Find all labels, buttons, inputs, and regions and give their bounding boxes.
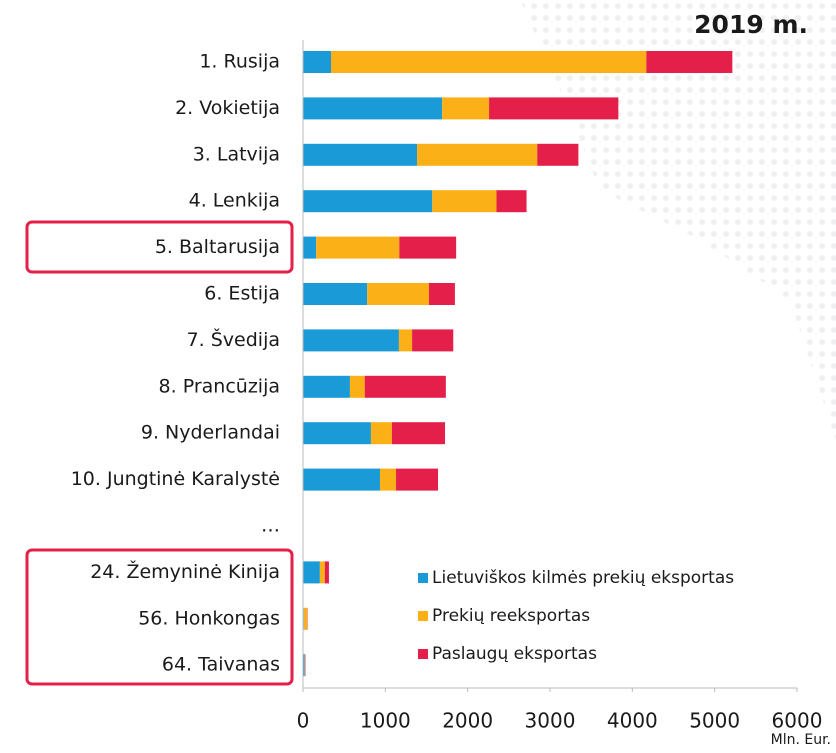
bar-segment [303,468,380,491]
bar-segment [303,143,418,166]
x-tick-label: 2000 [442,709,493,733]
bar-segment [432,190,497,213]
x-tick-label: 5000 [689,709,740,733]
bar-segment [303,561,320,584]
bar-segment [399,236,457,259]
legend-swatch [418,573,428,583]
y-tick-label: 64. Taivanas [162,654,280,676]
y-tick-label: 56. Honkongas [138,607,280,629]
x-tick-label: 1000 [360,709,411,733]
y-tick-label: 7. Švedija [187,327,280,351]
bar-segment [303,375,350,398]
bar-segment [412,329,454,352]
legend-swatch [418,649,428,659]
bar-segment [646,51,733,73]
bar-segment [349,375,365,398]
bar-segment [364,375,446,398]
y-tick-label: 6. Estija [204,283,280,305]
bar-segment [379,468,397,491]
bar-segment [303,607,308,630]
bar-segment [303,51,331,73]
bar-segment [496,190,527,213]
legend-swatch [418,611,428,621]
bar-segment [303,422,371,445]
bar-segment [428,283,455,305]
x-tick-label: 4000 [607,709,658,733]
bar-segment [330,51,647,73]
bar-segment [396,468,439,491]
bar-segment [398,329,413,352]
highlight-box [25,220,294,274]
bar-segment [417,143,538,166]
bar-segment [303,97,443,120]
bar-segment [319,561,325,584]
bar-segment [303,236,317,259]
y-tick-label: 2. Vokietija [175,97,280,119]
x-tick-label: 3000 [525,709,576,733]
legend-label: Lietuviškos kilmės prekių eksportas [432,568,734,588]
y-tick-label: 8. Prancūzija [159,375,280,397]
bar-segment [303,329,399,352]
bar-segment [303,283,368,305]
x-tick-label: 6000 [772,709,823,733]
y-tick-label: 24. Žemyninė Kinija [90,560,280,583]
bar-segment [391,422,446,445]
y-tick-label: 4. Lenkija [189,190,280,212]
x-tick-label: 0 [297,709,310,733]
y-tick-label: … [261,515,280,537]
bar-segment [303,654,305,677]
y-tick-label: 5. Baltarusija [155,236,280,258]
x-unit: Mln. Eur. [771,732,831,748]
chart-title: 2019 m. [694,10,808,39]
bar-segment [367,283,429,305]
bar-segment [489,97,619,120]
highlight-box [25,548,294,686]
y-tick-label: 1. Rusija [199,51,280,73]
bar-segment [442,97,490,120]
bar-segment [316,236,400,259]
bar-segment [324,561,329,584]
legend-label: Paslaugų eksportas [432,644,597,664]
y-tick-label: 9. Nyderlandai [141,422,280,444]
legend-label: Prekių reeksportas [432,606,590,626]
bar-segment [537,143,579,166]
y-tick-label: 10. Jungtinė Karalystė [71,468,280,490]
bar-segment [370,422,392,445]
y-tick-label: 3. Latvija [193,143,280,165]
bar-segment [303,190,433,213]
